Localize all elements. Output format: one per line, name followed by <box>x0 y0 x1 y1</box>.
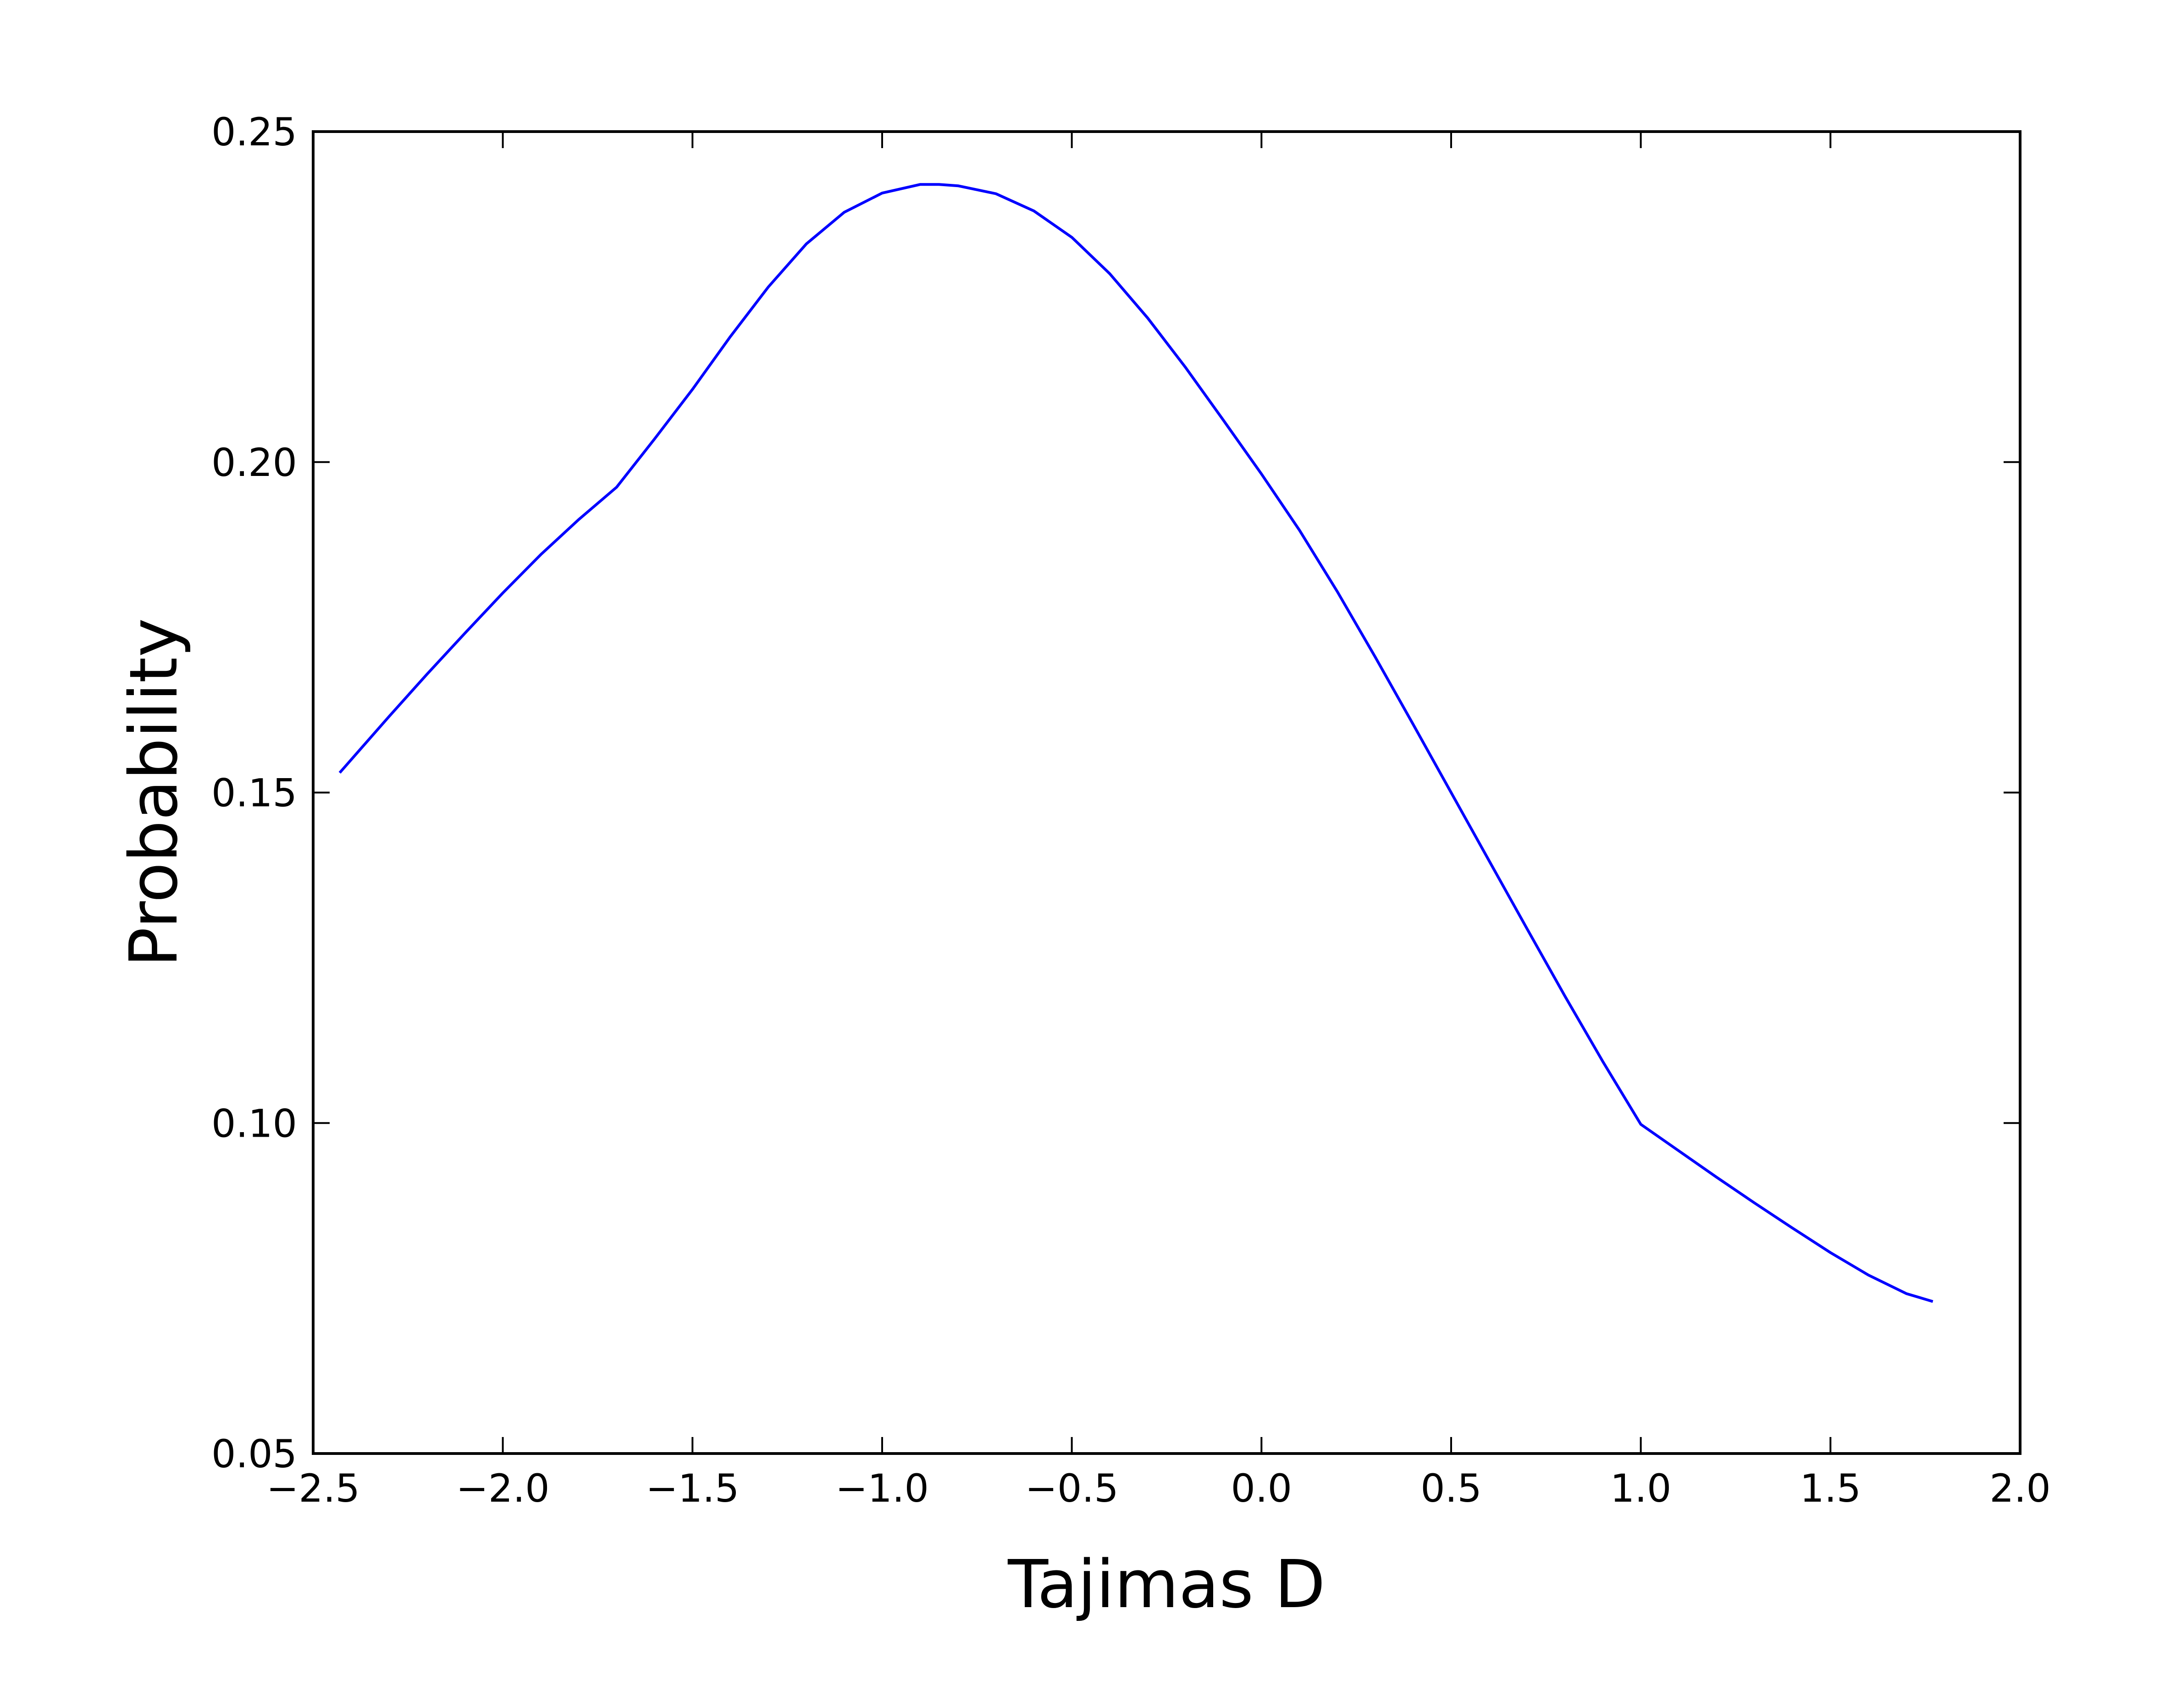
y-tick-label: 0.25 <box>211 110 297 155</box>
x-tick-label: −2.5 <box>266 1466 360 1511</box>
x-tick-label: −1.0 <box>835 1466 929 1511</box>
tick-labels: −2.5 −2.0 −1.5 −1.0 −0.5 0.0 0.5 1.0 1.5 2.0 0.05 0… <box>211 110 2051 1511</box>
plot-area <box>338 183 1933 1303</box>
x-tick-label: 1.5 <box>1800 1466 1861 1511</box>
x-tick-label: 1.0 <box>1610 1466 1672 1511</box>
x-tick-label: −1.5 <box>646 1466 739 1511</box>
y-tick-label: 0.15 <box>211 771 297 816</box>
y-axis-label: Probability <box>115 618 192 967</box>
x-tick-label: 0.5 <box>1420 1466 1482 1511</box>
y-tick-label: 0.10 <box>211 1101 297 1146</box>
y-tick-label: 0.05 <box>211 1432 297 1476</box>
x-tick-label: −2.0 <box>456 1466 550 1511</box>
series-line-0 <box>338 183 1933 1303</box>
x-axis-label: Tajimas D <box>1007 1546 1326 1623</box>
x-tick-label: 0.0 <box>1231 1466 1292 1511</box>
x-tick-label: 2.0 <box>1989 1466 2051 1511</box>
axes-frame <box>312 130 2021 1455</box>
x-tick-label: −0.5 <box>1025 1466 1119 1511</box>
y-tick-label: 0.20 <box>211 440 297 485</box>
